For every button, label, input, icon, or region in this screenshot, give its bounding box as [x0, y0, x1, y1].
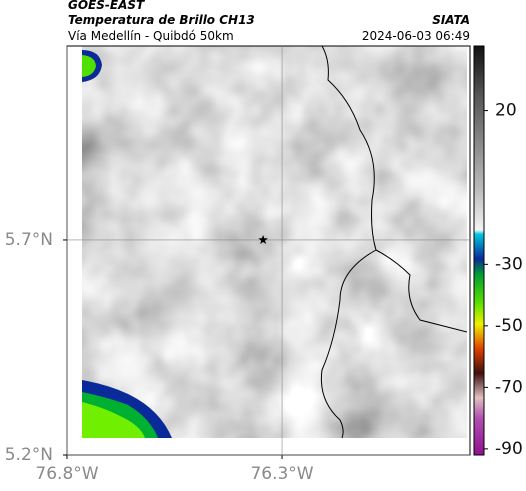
station-marker: [258, 235, 268, 244]
x-tick-label: 76.3°W: [250, 464, 313, 484]
colorbar: [473, 45, 485, 456]
y-tick-label: 5.2°N: [5, 445, 53, 465]
colorbar-tick-label: -50: [495, 316, 523, 336]
region: Vía Medellín - Quibdó 50km: [68, 29, 234, 43]
satellite: GOES-EAST: [68, 0, 145, 12]
satellite-image: [82, 46, 467, 438]
colorbar-tick-label: 20: [495, 101, 517, 121]
x-tick-label: 76.8°W: [35, 464, 98, 484]
product: Temperatura de Brillo CH13: [68, 13, 255, 27]
source: SIATA: [432, 13, 470, 27]
colorbar-tick-label: -70: [495, 377, 523, 397]
y-tick-label: 5.7°N: [5, 230, 53, 250]
datetime: 2024-06-03 06:49: [362, 29, 470, 43]
colorbar-tick-label: -30: [495, 254, 523, 274]
colorbar-tick-label: -90: [495, 439, 523, 459]
